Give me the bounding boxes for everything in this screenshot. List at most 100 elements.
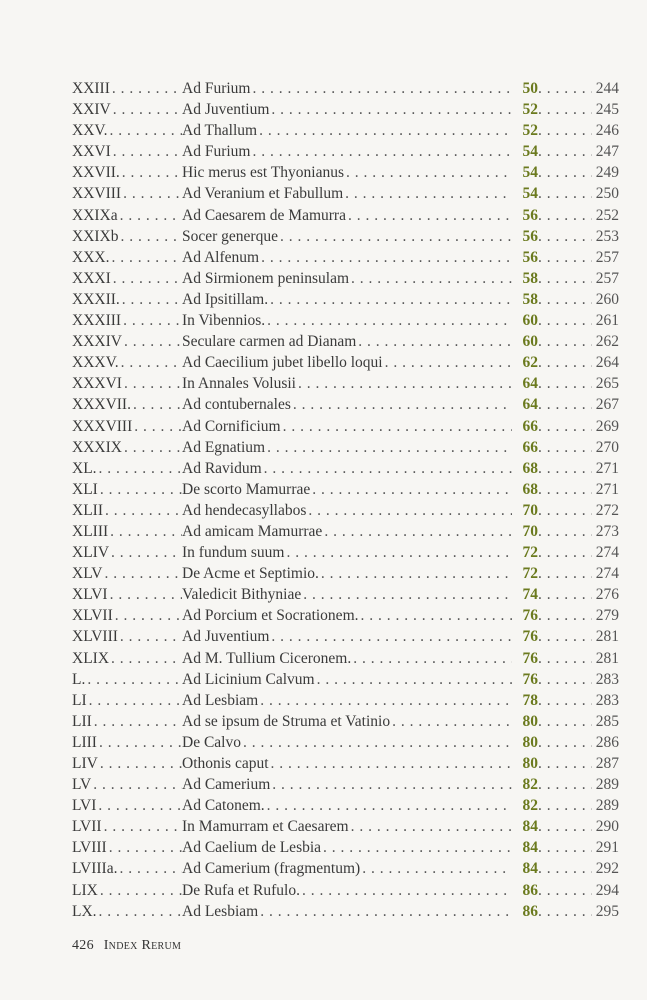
- poem-numeral-cell: XLIV: [72, 542, 182, 563]
- poem-title-cell: Ad Ipsitillam.: [182, 289, 512, 310]
- dot-leader: [538, 120, 592, 141]
- dot-leader: [118, 626, 182, 647]
- poem-numeral: LVI: [72, 797, 97, 815]
- poem-title: De scorto Mamurrae: [182, 480, 311, 498]
- dot-leader: [262, 458, 512, 479]
- index-entry: XXXVIII Ad Cornificium 66 269: [72, 416, 619, 437]
- poem-numeral: XL.: [72, 459, 97, 477]
- poem-numeral-cell: LVI: [72, 795, 182, 816]
- poem-title-cell: Ad Furium: [182, 141, 512, 162]
- leader-cell: [538, 837, 592, 858]
- dot-leader: [92, 711, 182, 732]
- commentary-page: 291: [595, 839, 619, 857]
- poem-title: In Mamurram et Caesarem: [182, 818, 349, 836]
- text-page-cell: 82: [512, 795, 539, 816]
- poem-numeral-cell: XXXVI: [72, 373, 182, 394]
- dot-leader: [111, 268, 182, 289]
- poem-title: Ad Licinium Calvum: [182, 670, 315, 688]
- text-page: 82: [522, 776, 539, 794]
- poem-title: Ad Camerium (fragmentum): [182, 860, 361, 878]
- poem-numeral: LVII: [72, 818, 102, 836]
- index-entry: LIX De Rufa et Rufulo. 86 294: [72, 880, 619, 901]
- poem-numeral: XXXV.: [72, 354, 119, 372]
- poem-title-cell: Ad Alfenum: [182, 247, 512, 268]
- text-page-cell: 86: [512, 901, 539, 922]
- poem-numeral: XLVI: [72, 586, 108, 604]
- text-page: 84: [522, 839, 539, 857]
- commentary-page-cell: 271: [592, 458, 619, 479]
- dot-leader: [120, 162, 182, 183]
- poem-title: Ad Ipsitillam.: [182, 290, 269, 308]
- text-page-cell: 56: [512, 226, 539, 247]
- leader-cell: [538, 816, 592, 837]
- poem-numeral-cell: LVIII: [72, 837, 182, 858]
- leader-cell: [538, 120, 592, 141]
- dot-leader: [346, 205, 512, 226]
- dot-leader: [107, 120, 182, 141]
- text-page: 86: [522, 881, 539, 899]
- commentary-page: 276: [595, 586, 619, 604]
- index-list: XXIII Ad Furium 50 244 XXIV Ad Juventium 52 245…: [72, 78, 619, 922]
- leader-cell: [538, 247, 592, 268]
- leader-cell: [538, 711, 592, 732]
- dot-leader: [97, 732, 182, 753]
- text-page: 52: [522, 122, 539, 140]
- poem-title: Ad Veranium et Fabullum: [182, 185, 344, 203]
- poem-title: In fundum suum: [182, 544, 285, 562]
- dot-leader: [265, 310, 512, 331]
- dot-leader: [538, 205, 592, 226]
- poem-title: Ad Juventium: [182, 628, 270, 646]
- dot-leader: [538, 331, 592, 352]
- commentary-page: 262: [595, 333, 619, 351]
- index-entry: XXV. Ad Thallum 52 246: [72, 120, 619, 141]
- poem-title-cell: Hic merus est Thyonianus: [182, 162, 512, 183]
- dot-leader: [538, 542, 592, 563]
- index-entry: LII Ad se ipsum de Struma et Vatinio 80 285: [72, 711, 619, 732]
- poem-numeral-cell: XXVI: [72, 141, 182, 162]
- text-page-cell: 70: [512, 500, 539, 521]
- dot-leader: [538, 99, 592, 120]
- index-entry: XXVII. Hic merus est Thyonianus 54 249: [72, 162, 619, 183]
- poem-numeral-cell: XLII: [72, 500, 182, 521]
- poem-title-cell: Valedicit Bithyniae: [182, 584, 512, 605]
- commentary-page-cell: 262: [592, 331, 619, 352]
- dot-leader: [538, 479, 592, 500]
- poem-numeral-cell: LIII: [72, 732, 182, 753]
- text-page-cell: 66: [512, 437, 539, 458]
- dot-leader: [300, 880, 512, 901]
- poem-numeral: XLIII: [72, 522, 109, 540]
- index-entry: XXX. Ad Alfenum 56 257: [72, 247, 619, 268]
- dot-leader: [250, 141, 512, 162]
- poem-numeral-cell: LVIIIa.: [72, 858, 182, 879]
- text-page-cell: 58: [512, 289, 539, 310]
- text-page-cell: 80: [512, 711, 539, 732]
- dot-leader: [383, 352, 512, 373]
- leader-cell: [538, 500, 592, 521]
- poem-title: Ad Egnatium: [182, 438, 266, 456]
- dot-leader: [310, 479, 512, 500]
- commentary-page-cell: 270: [592, 437, 619, 458]
- commentary-page-cell: 257: [592, 247, 619, 268]
- dot-leader: [538, 584, 592, 605]
- dot-leader: [122, 331, 182, 352]
- poem-numeral: XLV: [72, 565, 103, 583]
- poem-title-cell: Ad se ipsum de Struma et Vatinio: [182, 711, 512, 732]
- index-entry: XXXV. Ad Caecilium jubet libello loqui 62 2…: [72, 352, 619, 373]
- commentary-page: 270: [595, 438, 619, 456]
- dot-leader: [538, 458, 592, 479]
- commentary-page: 269: [595, 417, 619, 435]
- index-entry: XXIXb Socer generque 56 253: [72, 226, 619, 247]
- dot-leader: [91, 774, 182, 795]
- commentary-page-cell: 289: [592, 774, 619, 795]
- text-page-cell: 56: [512, 205, 539, 226]
- leader-cell: [538, 605, 592, 626]
- text-page-cell: 50: [512, 78, 539, 99]
- index-entry: XLIV In fundum suum 72 274: [72, 542, 619, 563]
- poem-title-cell: Ad Lesbiam: [182, 901, 512, 922]
- poem-numeral-cell: XXXV.: [72, 352, 182, 373]
- index-entry: XXVIII Ad Veranium et Fabullum 54 250: [72, 183, 619, 204]
- poem-numeral: XXX.: [72, 248, 110, 266]
- poem-title: Ad Furium: [182, 80, 251, 97]
- poem-numeral: XXXVII.: [72, 396, 131, 414]
- dot-leader: [121, 183, 182, 204]
